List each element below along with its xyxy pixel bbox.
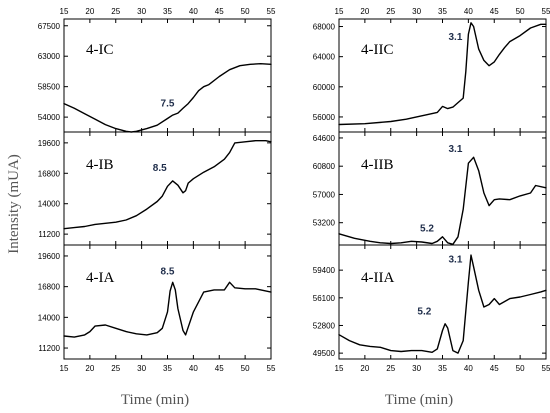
x-tick-label: 55 [267, 364, 276, 373]
panel-4-iic: 56000 60000 64000 68000 15 20 25 30 35 40 45 50 55 4-… [313, 7, 550, 133]
y-tick-label: 60000 [313, 83, 336, 92]
peak-annotation: 8.5 [153, 163, 167, 174]
y-tick-label: 64000 [313, 53, 336, 62]
y-tick-label: 58500 [38, 83, 61, 92]
series-line [338, 156, 547, 245]
panel-4-iia: 49500 52800 56100 59400 15 20 25 30 35 40 45 50 55 4-… [313, 244, 550, 373]
y-tick-label: 64600 [313, 134, 336, 143]
panel-4-ib: 11200 14000 16800 19600 4-IB 8.5 [38, 131, 272, 246]
x-tick-label: 40 [464, 364, 473, 373]
x-tick-label: 30 [412, 7, 421, 16]
x-tick-label: 45 [215, 364, 224, 373]
y-axis-title: Intensity (mUA) [6, 154, 22, 254]
x-tick-label: 30 [412, 364, 421, 373]
x-tick-label: 15 [60, 7, 69, 16]
panel-4-ic: 54000 58500 63000 67500 15 20 25 30 35 40 45 50 55 4-… [38, 7, 276, 133]
y-tick-label: 14000 [38, 313, 61, 322]
peak-annotation: 8.5 [161, 267, 175, 278]
y-tick-label: 52800 [313, 321, 336, 330]
x-tick-label: 40 [464, 7, 473, 16]
panel-label: 4-IC [86, 42, 114, 58]
x-tick-label: 50 [241, 7, 250, 16]
y-tick-label: 67500 [38, 22, 61, 31]
y-tick-label: 53200 [313, 219, 336, 228]
panel-4-iib: 53200 57000 60800 64600 4-IIB 3.1 5.2 [313, 131, 547, 246]
x-axis-title-left: Time (min) [121, 392, 189, 408]
peak-annotation: 7.5 [161, 98, 175, 109]
panel-label: 4-IIB [361, 157, 394, 173]
peak-annotation: 5.2 [420, 224, 434, 235]
x-tick-label: 25 [386, 364, 395, 373]
panels: 54000 58500 63000 67500 15 20 25 30 35 40 45 50 55 4-… [38, 7, 550, 373]
x-tick-label: 20 [85, 7, 94, 16]
x-tick-label: 55 [542, 7, 550, 16]
panel-label: 4-IA [86, 270, 114, 286]
y-tick-label: 63000 [38, 52, 61, 61]
x-tick-label: 40 [189, 7, 198, 16]
y-tick-label: 68000 [313, 23, 336, 32]
y-tick-label: 54000 [38, 113, 61, 122]
x-tick-label: 35 [163, 7, 172, 16]
x-tick-label: 25 [386, 7, 395, 16]
y-tick-label: 57000 [313, 190, 336, 199]
x-tick-label: 15 [335, 364, 344, 373]
x-tick-label: 25 [111, 364, 120, 373]
x-tick-label: 45 [490, 7, 499, 16]
y-tick-label: 16800 [38, 169, 61, 178]
plot-frame [338, 18, 547, 133]
plot-frame [63, 131, 272, 246]
series-line [63, 281, 272, 338]
x-tick-label: 55 [267, 7, 276, 16]
x-tick-label: 40 [189, 364, 198, 373]
x-tick-label: 25 [111, 7, 120, 16]
panel-label: 4-IIA [361, 270, 394, 286]
peak-annotation: 3.1 [448, 255, 462, 266]
x-tick-label: 45 [215, 7, 224, 16]
x-tick-label: 15 [335, 7, 344, 16]
x-axis-title-right: Time (min) [385, 392, 453, 408]
y-tick-label: 11200 [38, 230, 60, 239]
y-tick-label: 56000 [313, 113, 336, 122]
y-tick-label: 14000 [38, 200, 61, 209]
peak-annotation: 3.1 [448, 144, 462, 155]
x-tick-label: 20 [360, 364, 369, 373]
plot-frame [63, 18, 272, 133]
peak-annotation: 5.2 [417, 307, 431, 318]
peak-annotation: 3.1 [448, 32, 462, 43]
x-tick-label: 35 [163, 364, 172, 373]
x-tick-label: 50 [241, 364, 250, 373]
y-tick-label: 56100 [313, 294, 336, 303]
series-line [63, 140, 272, 230]
x-tick-label: 20 [360, 7, 369, 16]
plot-frame [63, 244, 272, 360]
y-tick-label: 16800 [38, 283, 61, 292]
x-tick-label: 50 [516, 364, 525, 373]
series-line [63, 63, 272, 133]
y-tick-label: 11200 [38, 344, 60, 353]
panel-4-ia: 11200 14000 16800 19600 15 20 25 30 35 40 45 50 55 4-… [38, 244, 276, 373]
x-tick-label: 55 [542, 364, 550, 373]
y-tick-label: 19600 [38, 139, 61, 148]
plot-frame [338, 131, 547, 246]
y-tick-label: 19600 [38, 252, 61, 261]
y-tick-label: 49500 [313, 349, 336, 358]
x-tick-label: 35 [438, 364, 447, 373]
panel-label: 4-IB [86, 157, 114, 173]
x-tick-label: 15 [60, 364, 69, 373]
x-tick-label: 35 [438, 7, 447, 16]
series-line [338, 22, 547, 126]
plot-frame [338, 244, 547, 360]
y-tick-label: 59400 [313, 266, 336, 275]
x-tick-label: 50 [516, 7, 525, 16]
x-tick-label: 30 [137, 7, 146, 16]
panel-label: 4-IIC [361, 42, 394, 58]
x-tick-label: 45 [490, 364, 499, 373]
x-tick-label: 30 [137, 364, 146, 373]
y-tick-label: 60800 [313, 162, 336, 171]
series-line [338, 254, 547, 354]
x-tick-label: 20 [85, 364, 94, 373]
